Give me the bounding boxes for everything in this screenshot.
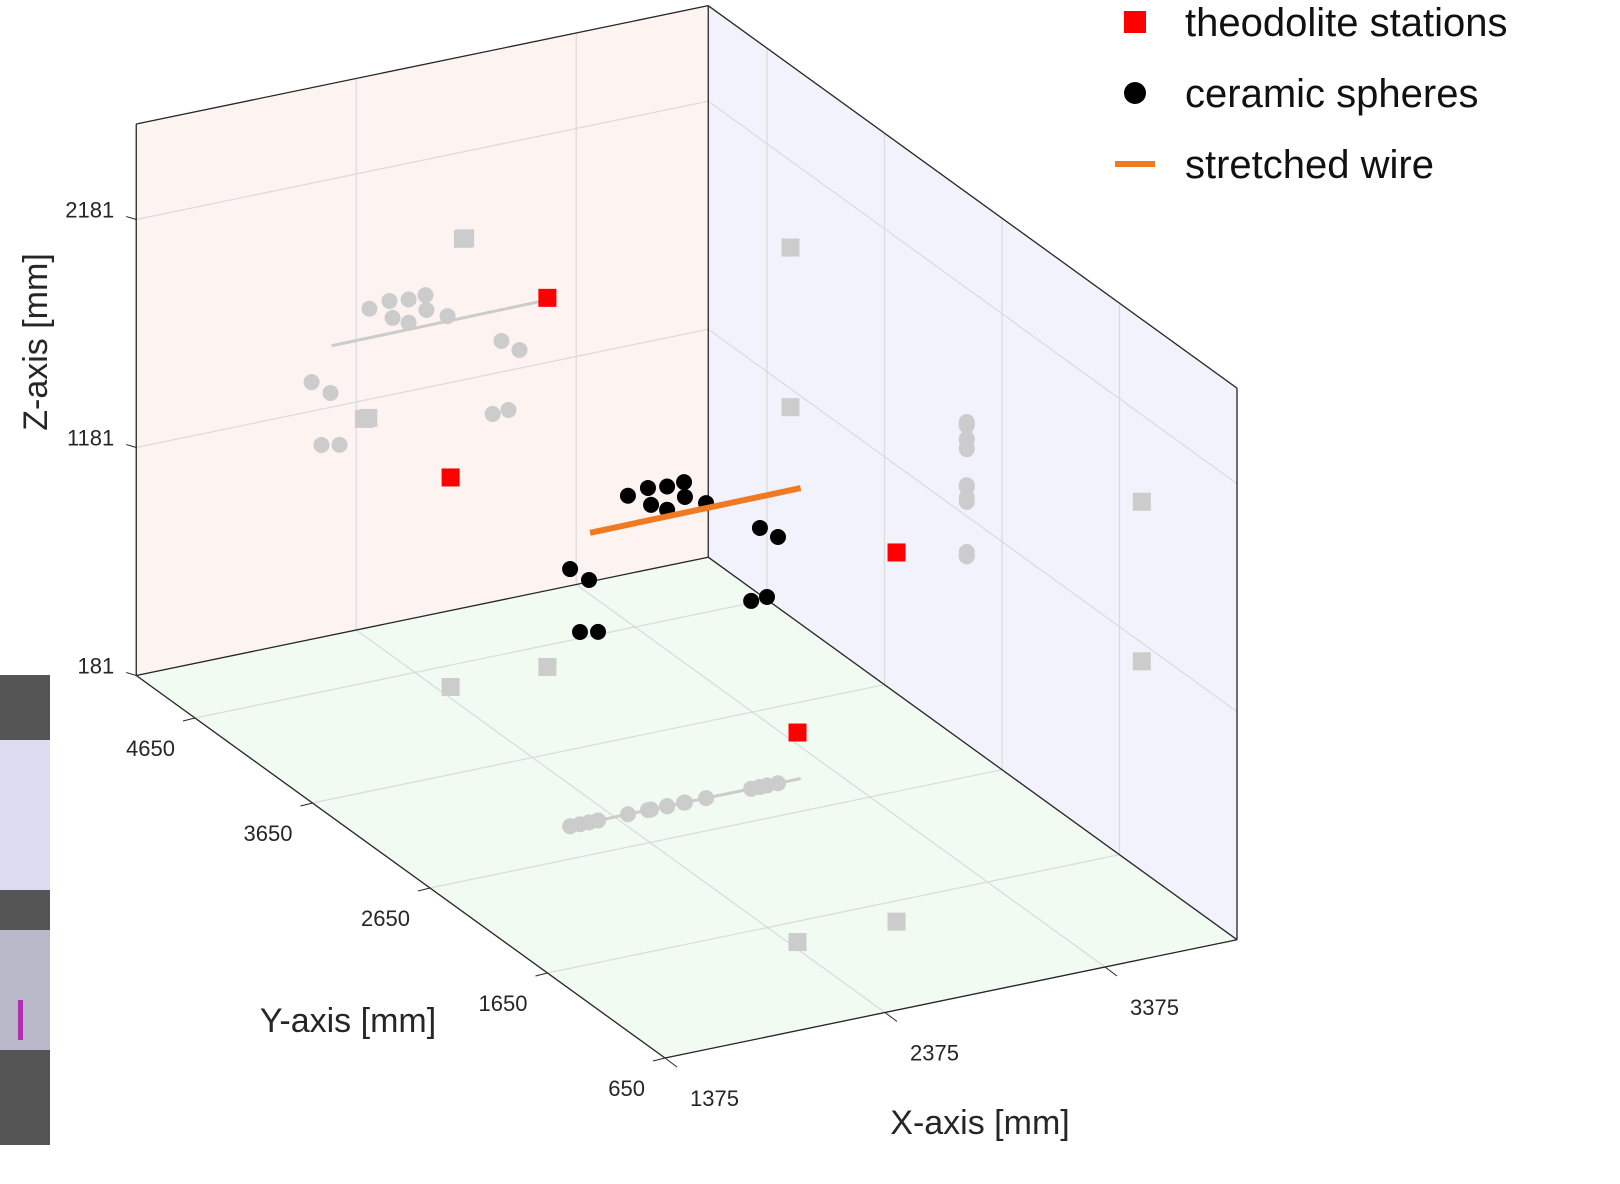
z-tick-label: 2181: [65, 198, 114, 223]
z-tick: [126, 445, 136, 448]
sphere: [581, 572, 597, 588]
z-axis-label: Z-axis [mm]: [17, 253, 55, 431]
legend-label: ceramic spheres: [1185, 72, 1478, 116]
z-tick-label: 1181: [67, 426, 114, 451]
legend-swatch: [1124, 11, 1146, 33]
side-wall-shadow: [1133, 493, 1151, 511]
back-wall-shadow: [361, 301, 377, 317]
x-tick: [885, 1013, 897, 1022]
legend: theodolite stations ceramic spheres stretc…: [1115, 1, 1507, 187]
back-wall-shadow: [332, 437, 348, 453]
sphere: [572, 624, 588, 640]
sphere: [562, 561, 578, 577]
station: [789, 724, 807, 742]
plot-area: 1375 2375 3375 650 1650 2650 3650 4650 181 1181 21…: [65, 6, 1237, 1111]
y-tick-label: 2650: [361, 906, 410, 931]
back-wall-shadow: [385, 310, 401, 326]
sphere: [752, 520, 768, 536]
photo-panel: [0, 740, 50, 890]
side-wall-shadow: [959, 479, 975, 495]
sphere: [759, 589, 775, 605]
back-wall-shadow: [323, 385, 339, 401]
legend-label: theodolite stations: [1185, 1, 1507, 45]
legend-swatch: [1124, 82, 1146, 104]
y-tick: [653, 1058, 665, 1061]
side-wall-shadow: [959, 416, 975, 432]
x-tick: [665, 1058, 677, 1067]
sphere: [770, 529, 786, 545]
sphere: [640, 480, 656, 496]
back-wall-shadow: [418, 287, 434, 303]
back-wall-shadow: [493, 333, 509, 349]
back-wall-shadow: [454, 230, 472, 248]
chart: 1375 2375 3375 650 1650 2650 3650 4650 181 1181 21…: [0, 0, 1620, 1184]
y-tick: [536, 973, 548, 976]
cropped-photo: [0, 675, 50, 1145]
sphere: [743, 593, 759, 609]
back-wall-shadow: [355, 410, 373, 428]
station: [888, 543, 906, 561]
sphere: [590, 624, 606, 640]
station: [538, 289, 556, 307]
y-tick: [183, 718, 195, 721]
photo-rod: [18, 1000, 23, 1040]
x-tick-label: 2375: [910, 1041, 959, 1066]
back-wall-shadow: [381, 293, 397, 309]
y-tick-label: 3650: [244, 821, 293, 846]
photo-part: [0, 930, 50, 1050]
z-tick: [126, 673, 136, 676]
floor-shadow: [572, 816, 588, 832]
x-tick-label: 1375: [690, 1086, 739, 1111]
sphere: [677, 489, 693, 505]
back-wall-shadow: [304, 374, 320, 390]
floor-shadow: [888, 913, 906, 931]
y-tick: [418, 888, 430, 891]
y-tick-label: 1650: [479, 991, 528, 1016]
side-wall-shadow: [782, 398, 800, 416]
side-wall-shadow: [959, 494, 975, 510]
sphere: [643, 497, 659, 513]
legend-label: stretched wire: [1185, 143, 1434, 187]
back-wall-shadow: [511, 342, 527, 358]
side-wall-shadow: [959, 548, 975, 564]
back-wall-shadow: [401, 292, 417, 308]
y-tick-label: 650: [608, 1076, 645, 1101]
side-wall-shadow: [782, 239, 800, 257]
floor-shadow: [442, 678, 460, 696]
z-tick-label: 181: [78, 654, 115, 679]
floor-shadow: [789, 933, 807, 951]
back-wall-shadow: [313, 437, 329, 453]
back-wall-shadow: [418, 302, 434, 318]
y-tick: [301, 803, 313, 806]
station: [442, 468, 460, 486]
sphere: [676, 474, 692, 490]
y-tick-label: 4650: [126, 736, 175, 761]
sphere: [620, 488, 636, 504]
x-tick: [1105, 967, 1117, 976]
back-wall-shadow: [500, 402, 516, 418]
sphere: [659, 479, 675, 495]
y-axis-label: Y-axis [mm]: [260, 1002, 436, 1040]
x-tick-label: 3375: [1130, 995, 1179, 1020]
back-wall-shadow: [485, 406, 501, 422]
x-axis-label: X-axis [mm]: [890, 1104, 1069, 1142]
z-tick: [126, 217, 136, 220]
floor-shadow: [538, 658, 556, 676]
side-wall-shadow: [1133, 652, 1151, 670]
